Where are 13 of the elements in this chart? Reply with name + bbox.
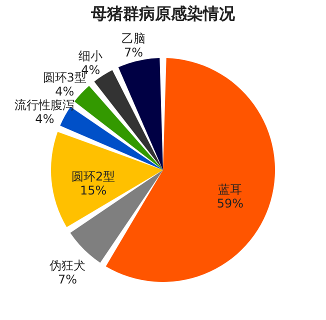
slice-label: 蓝耳 (218, 182, 242, 197)
chart-title: 母猪群病原感染情况 (90, 4, 236, 23)
slice-label: 流行性腹泻 (14, 98, 75, 112)
slice-label: 伪狂犬 (50, 258, 86, 272)
data-label: 7% (58, 272, 78, 286)
slice-label: 细小 (78, 49, 103, 64)
data-label: 7% (124, 45, 144, 60)
slice-label: 圆环2型 (71, 170, 116, 184)
data-label: 15% (80, 184, 107, 198)
data-label: 4% (55, 84, 74, 99)
data-label: 59% (216, 196, 244, 211)
slice-label: 乙脑 (122, 31, 146, 46)
data-label: 4% (35, 112, 54, 126)
